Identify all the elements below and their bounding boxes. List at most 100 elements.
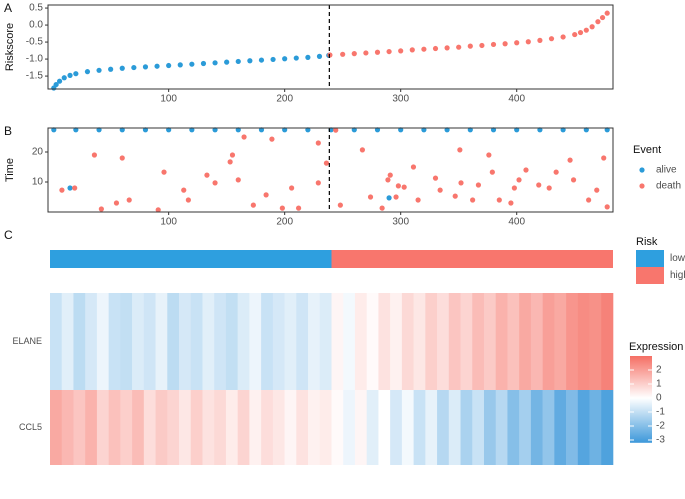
row-label: CCL5: [19, 422, 42, 432]
point: [595, 19, 601, 25]
point: [511, 185, 517, 191]
heat-cell: [132, 390, 145, 465]
point: [379, 205, 385, 211]
heat-cell: [390, 390, 403, 465]
heat-cell: [225, 390, 238, 465]
point: [269, 136, 275, 142]
heat-cell: [378, 293, 391, 390]
point: [57, 78, 63, 84]
row-label: ELANE: [12, 336, 42, 346]
point: [536, 182, 542, 188]
x-tick-label: 100: [160, 94, 177, 105]
heat-cell: [577, 390, 590, 465]
legend-swatch: [636, 267, 664, 284]
point: [212, 60, 218, 66]
point: [486, 152, 492, 158]
point: [553, 169, 559, 175]
point: [235, 177, 241, 183]
point: [525, 39, 531, 45]
point: [241, 134, 247, 140]
point: [177, 62, 183, 68]
heat-cell: [519, 390, 532, 465]
point: [467, 43, 473, 49]
point: [247, 58, 253, 64]
legend-swatch: [636, 250, 664, 267]
y-tick-label: 0.0: [29, 20, 43, 31]
point: [490, 41, 497, 48]
heat-cell: [73, 293, 86, 390]
point: [456, 44, 462, 50]
point: [119, 65, 125, 71]
point: [67, 72, 73, 78]
point: [572, 31, 578, 38]
point: [601, 155, 607, 161]
heat-cell: [601, 390, 614, 465]
heat-cell: [319, 293, 332, 390]
point: [410, 164, 417, 170]
point: [263, 192, 269, 198]
point: [126, 197, 132, 203]
point: [567, 157, 573, 163]
heat-cell: [331, 390, 344, 465]
point: [142, 64, 149, 70]
heat-cell: [108, 390, 121, 465]
heat-cell: [214, 390, 227, 465]
y-tick-label: 20: [32, 147, 44, 158]
point: [235, 58, 241, 65]
heat-cell: [566, 293, 579, 390]
point: [258, 57, 265, 63]
point: [305, 54, 311, 60]
heat-cell: [85, 293, 98, 390]
point: [401, 184, 407, 190]
heat-cell: [73, 390, 86, 465]
point: [185, 197, 191, 203]
point: [560, 34, 566, 40]
point: [351, 51, 357, 57]
heat-cell: [425, 293, 438, 390]
heat-cell: [437, 390, 450, 465]
legend-title: Risk: [636, 236, 658, 248]
heat-cell: [401, 390, 414, 465]
heat-cell: [284, 390, 297, 465]
heat-cell: [179, 390, 192, 465]
heat-cell: [50, 390, 63, 465]
point: [119, 155, 125, 161]
point: [398, 48, 404, 54]
point: [224, 59, 230, 65]
heat-cell: [202, 390, 215, 465]
risk-bar: [50, 250, 332, 268]
heat-cell: [296, 390, 309, 465]
point: [508, 200, 514, 206]
legend-title: Expression: [629, 341, 683, 353]
point: [452, 193, 458, 199]
heat-cell: [483, 390, 497, 465]
heat-cell: [343, 390, 356, 465]
point: [367, 194, 374, 200]
heat-cell: [437, 293, 450, 390]
legend-label: low: [670, 253, 685, 264]
heat-cell: [577, 293, 590, 390]
heat-cell: [472, 293, 485, 390]
point: [72, 185, 78, 191]
point: [131, 64, 137, 71]
point: [570, 177, 577, 183]
legend-label: death: [656, 181, 681, 192]
point: [458, 180, 464, 186]
heat-cell: [448, 390, 461, 465]
heat-cell: [354, 293, 367, 390]
point: [155, 207, 161, 213]
point: [546, 185, 552, 191]
point: [189, 61, 195, 67]
point: [470, 197, 476, 203]
point: [577, 29, 584, 36]
point: [316, 53, 323, 59]
point: [594, 187, 600, 193]
x-tick-label: 400: [508, 94, 525, 105]
heat-cell: [96, 293, 109, 390]
point: [475, 182, 482, 188]
point: [84, 69, 91, 75]
point: [73, 71, 79, 77]
y-axis-label: Riskscore: [4, 23, 16, 71]
heat-cell: [261, 390, 274, 465]
heat-cell: [483, 293, 497, 390]
